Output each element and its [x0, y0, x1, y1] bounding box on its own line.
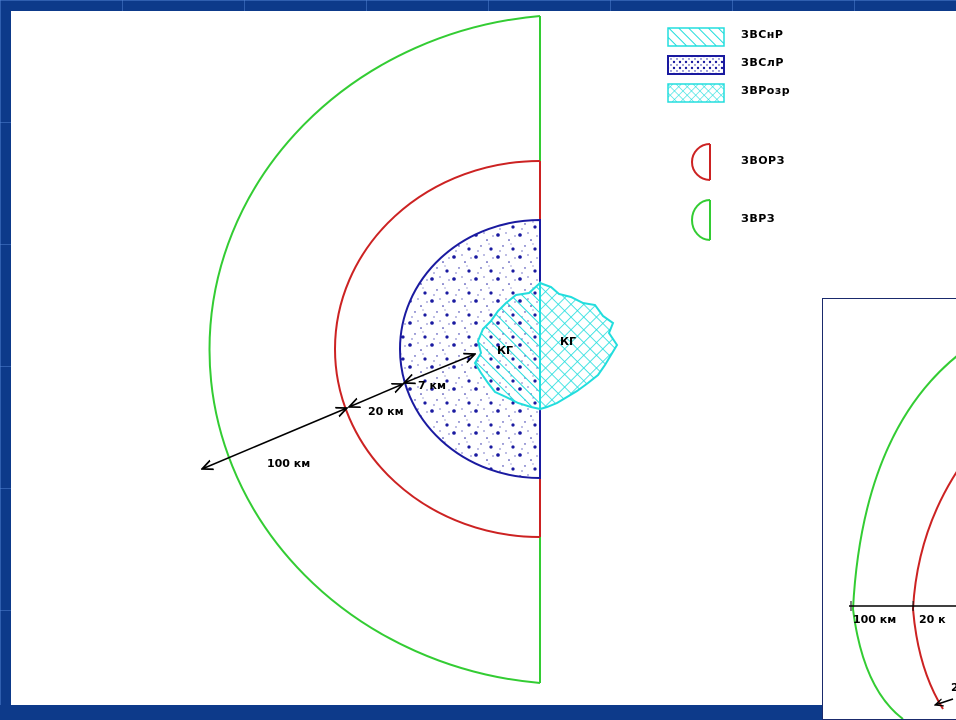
legend-label-zvslr: ЗВСлР [741, 56, 784, 69]
legend-item-zvslr: ЗВСлР [666, 54, 866, 78]
legend-label-zvorz: ЗВОРЗ [741, 154, 785, 167]
inset-zones-diagram: 100 км 20 к 2 [849, 355, 956, 719]
outer-zone-arc [208, 15, 541, 684]
center-label-right: КГ [560, 335, 576, 348]
inset-label-middle: 20 к [919, 613, 946, 626]
distance-arrow-inner [404, 354, 475, 383]
legend-item-zvorz: ЗВОРЗ [666, 142, 866, 182]
distance-label-inner: 7 км [418, 379, 446, 392]
legend-label-zvrz: ЗВРЗ [741, 212, 776, 225]
legend-label-zvrozr: ЗВРозр [741, 84, 791, 97]
legend-item-zvrz: ЗВРЗ [666, 198, 866, 241]
distance-arrow-middle [349, 384, 403, 407]
inset-label-outer: 100 км [853, 613, 896, 626]
hatch-swatch-icon [667, 27, 725, 47]
legend-item-zvrozr: ЗВРозр [666, 82, 866, 106]
inset-diagram-panel: 100 км 20 к 2 [822, 298, 956, 720]
distance-label-middle: 20 км [368, 405, 404, 418]
dots-swatch-icon [667, 55, 725, 75]
legend-label-zvsnr: ЗВСнР [741, 28, 784, 41]
inset-middle-arc [911, 471, 956, 710]
inset-outer-arc [851, 355, 956, 719]
red-arc-swatch-icon [691, 143, 711, 181]
legend-item-zvsnr: ЗВСнР [666, 26, 866, 50]
crosshatch-swatch-icon [667, 83, 725, 103]
legend: ЗВСнР ЗВСлР [666, 26, 866, 256]
distance-label-outer: 100 км [267, 457, 310, 470]
inner-zone [399, 218, 541, 480]
zones-diagram: КГ КГ 100 км 20 км 7 км [11, 15, 619, 684]
green-arc-swatch-icon [691, 199, 711, 241]
diagram-panel: КГ КГ 100 км 20 км 7 км ЗВСнР [11, 11, 956, 705]
center-label-left: КГ [497, 344, 513, 357]
distance-arrow-outer [202, 408, 347, 469]
inset-label-partial: 2 [951, 681, 956, 694]
inset-arrow [935, 698, 954, 705]
middle-zone-arc [334, 160, 541, 538]
core-crosshatched-area [539, 281, 619, 411]
core-hatched-area [473, 280, 541, 411]
